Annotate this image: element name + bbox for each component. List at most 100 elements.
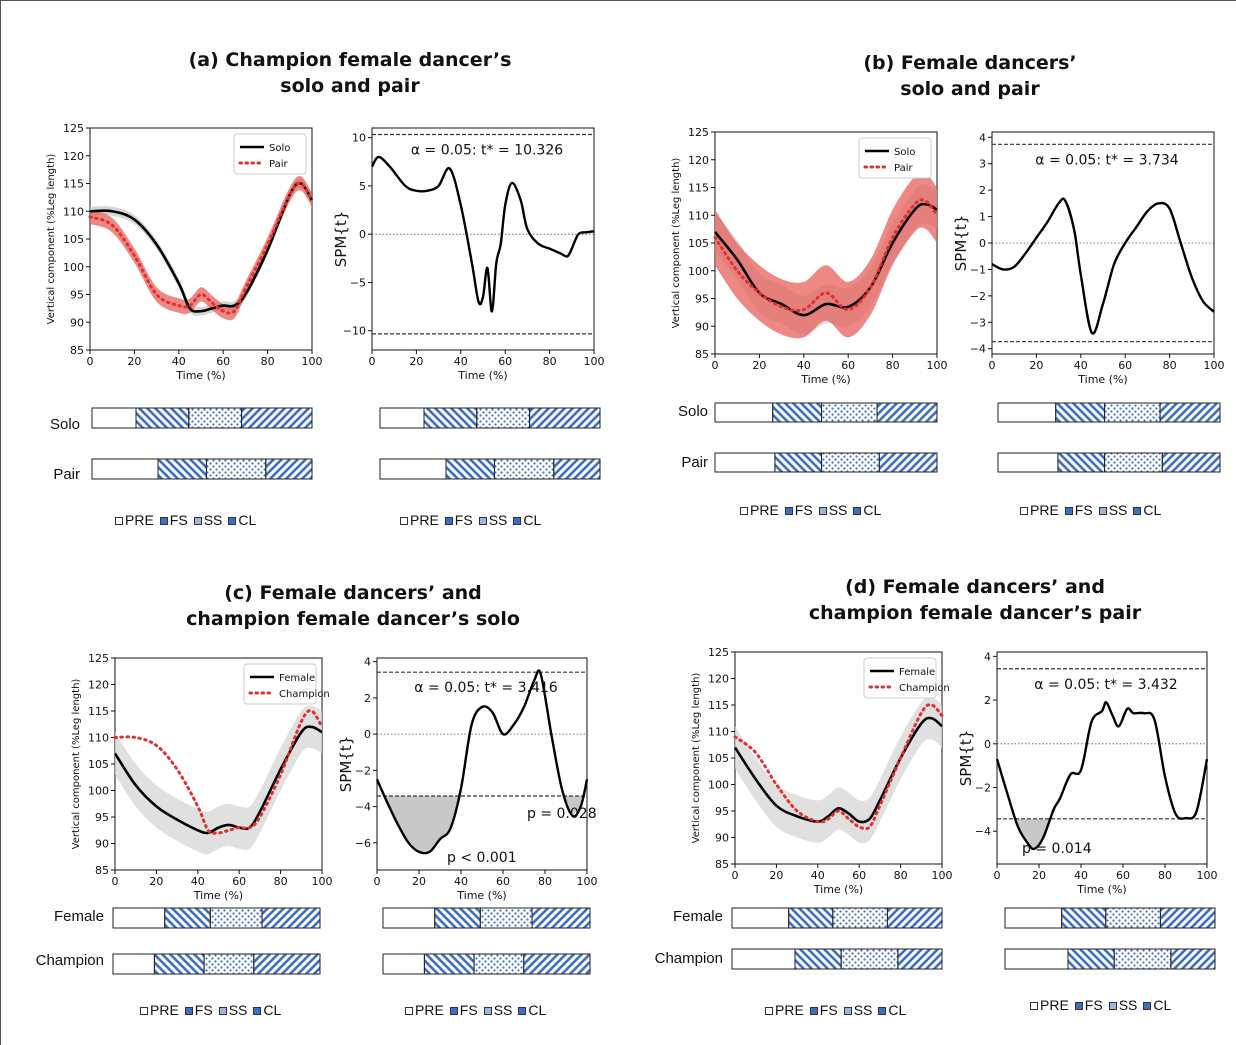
legend-label-fs: FS [1074, 502, 1093, 518]
phase-pre [997, 402, 1057, 423]
y-axis-label: Vertical component (%Leg length) [691, 673, 702, 844]
x-tick-label: 20 [1029, 359, 1043, 372]
x-tick-label: 60 [496, 875, 510, 888]
series-band-1 [735, 696, 942, 844]
legend-swatch-fs [1064, 507, 1073, 516]
x-tick-label: 40 [1074, 359, 1088, 372]
y-tick-label: 95 [695, 293, 709, 306]
phase-fs [135, 407, 190, 429]
phase-pre [379, 458, 447, 480]
y-tick-label: 115 [63, 178, 84, 191]
legend-swatch-fs [444, 517, 453, 526]
series-line-2 [88, 181, 314, 315]
legend-entry: Female [279, 673, 315, 684]
panel-d-row-label-1: Female [672, 908, 723, 925]
legend-label-ss: SS [853, 1002, 873, 1018]
panel-d-phase-legend-left: PRE FS SS CL [765, 1002, 906, 1018]
y-tick-label: 90 [695, 320, 709, 333]
legend-label-fs: FS [194, 1002, 213, 1018]
phase-pre [91, 458, 159, 480]
phase-pre [714, 452, 776, 473]
panel-b-title: (b) Female dancers’ solo and pair [863, 52, 1077, 100]
panel-a-title: (a) Champion female dancer’s solo and pa… [188, 49, 512, 97]
phase-pre [1004, 907, 1063, 929]
x-tick-label: 0 [369, 355, 376, 368]
panel-a-spm-chart: 0 20 40 60 80 100 −10 −5 0 5 10 Time (%) SPM{t} α = 0… [332, 127, 605, 382]
legend-label-cl: CL [1143, 502, 1162, 518]
legend-swatch-fs [784, 507, 793, 516]
x-tick-label: 100 [927, 359, 948, 372]
spm-curve [991, 197, 1215, 335]
x-tick-label: 80 [543, 355, 557, 368]
legend-entry: Solo [894, 147, 915, 158]
x-tick-label: 60 [232, 875, 246, 888]
y-tick-label: 1 [979, 211, 986, 224]
legend-label-pre: PRE [750, 502, 779, 518]
y-tick-label: 95 [95, 811, 109, 824]
phase-ss [493, 458, 555, 480]
series-line-2 [733, 703, 944, 831]
threshold-annotation: α = 0.05: t* = 3.432 [1034, 677, 1177, 693]
x-tick-label: 40 [1074, 869, 1088, 882]
series-band-1 [115, 705, 322, 855]
x-tick-label: 60 [852, 869, 866, 882]
phase-cl [878, 452, 938, 473]
y-tick-label: 95 [715, 805, 729, 818]
legend-swatch-cl [253, 1007, 262, 1016]
spm-curve [375, 669, 589, 855]
y-tick-label: −4 [355, 801, 371, 814]
legend-label-cl: CL [888, 1002, 907, 1018]
y-tick-label: 100 [708, 779, 729, 792]
panel-d-spm-chart: 0 20 40 60 80 100 −4 −2 0 2 4 Time (%) SPM{t} α = 0.0… [957, 650, 1218, 896]
phase-fs [445, 458, 495, 480]
x-tick-label: 40 [172, 355, 186, 368]
phase-pre [731, 907, 790, 929]
y-tick-label: 2 [984, 694, 991, 707]
legend-label-cl: CL [528, 1002, 547, 1018]
legend-entry: Female [899, 667, 935, 678]
phase-cl [886, 907, 943, 929]
x-tick-label: 100 [312, 875, 333, 888]
legend-swatch-ss [483, 1007, 492, 1016]
phase-ss [473, 953, 525, 975]
x-axis-label: Time (%) [1076, 883, 1126, 896]
legend-label-ss: SS [493, 1002, 513, 1018]
phase-ss [479, 907, 533, 929]
y-tick-label: 125 [88, 652, 109, 665]
y-tick-label: 110 [688, 209, 709, 222]
phase-fs [794, 948, 842, 970]
y-tick-label: 105 [88, 758, 109, 771]
x-tick-label: 40 [454, 355, 468, 368]
x-tick-label: 20 [412, 875, 426, 888]
x-tick-label: 80 [1158, 869, 1172, 882]
y-axis-label: SPM{t} [957, 730, 975, 786]
legend-swatch-ss [193, 517, 202, 526]
y-tick-label: 105 [708, 752, 729, 765]
panel-a-row-label-2: Pair [53, 466, 80, 483]
legend-swatch-fs [184, 1007, 193, 1016]
y-tick-label: 105 [688, 237, 709, 250]
phase-fs [157, 458, 207, 480]
x-tick-label: 20 [769, 869, 783, 882]
phase-cl [529, 407, 601, 429]
panel-b-row-label-2: Pair [681, 454, 708, 471]
x-tick-label: 100 [302, 355, 323, 368]
legend-label-ss: SS [1108, 502, 1128, 518]
panel-b-spm-chart: 0 20 40 60 80 100 −4 −3 −2 −1 0 1 2 3 4 Time (%) SPM{t} α… [952, 131, 1225, 386]
panel-a-phase-bars [91, 407, 601, 480]
legend-swatch-pre [400, 517, 408, 526]
legend-swatch-cl [878, 1007, 887, 1016]
x-tick-label: 80 [538, 875, 552, 888]
legend-label-fs: FS [459, 1002, 478, 1018]
x-tick-label: 0 [994, 869, 1001, 882]
legend-entry: Solo [269, 143, 290, 154]
axes-frame [376, 657, 588, 871]
p-value-label: p = 0.014 [1022, 841, 1092, 857]
panel-b-phase-legend-left: PRE FS SS CL [740, 502, 881, 518]
phase-fs [772, 402, 823, 423]
phase-pre [731, 948, 796, 970]
y-tick-label: 110 [708, 726, 729, 739]
y-tick-label: 3 [979, 158, 986, 171]
x-tick-label: 40 [797, 359, 811, 372]
phase-fs [434, 907, 481, 929]
